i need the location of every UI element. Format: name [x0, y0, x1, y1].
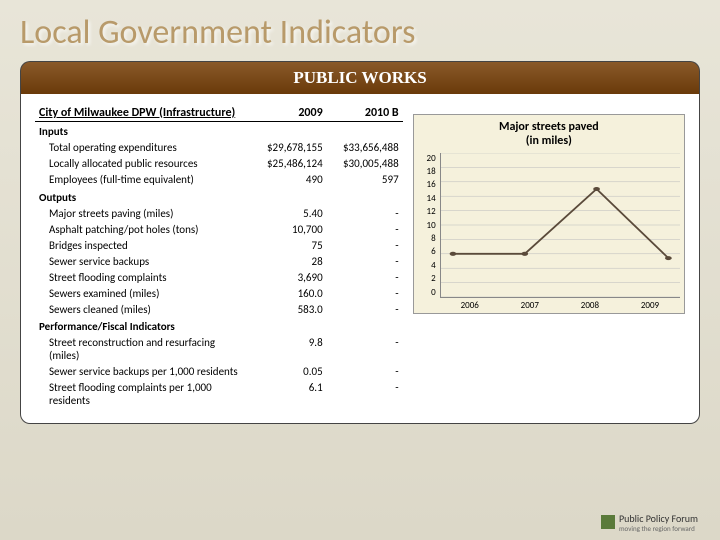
ytick-label: 18 — [418, 166, 436, 177]
section-banner: PUBLIC WORKS — [20, 61, 700, 94]
row-label: Total operating expenditures — [35, 140, 251, 156]
row-label: Locally allocated public resources — [35, 156, 251, 172]
row-value-1: 28 — [251, 253, 327, 269]
xtick-label: 2006 — [440, 300, 500, 311]
table-row: Sewers examined (miles)160.0- — [35, 285, 403, 301]
row-value-2: $33,656,488 — [327, 140, 403, 156]
row-label: Street flooding complaints per 1,000 res… — [35, 380, 251, 409]
table-row: Sewer service backups28- — [35, 253, 403, 269]
table-header-entity: City of Milwaukee DPW (Infrastructure) — [35, 104, 251, 122]
xtick-label: 2007 — [500, 300, 560, 311]
row-value-1: 160.0 — [251, 285, 327, 301]
logo-mark-icon — [601, 515, 615, 529]
footer-logo: Public Policy Forum moving the region fo… — [601, 512, 698, 532]
chart-title-line2: (in miles) — [526, 134, 572, 148]
row-value-1: 10,700 — [251, 221, 327, 237]
chart-container: Major streets paved (in miles) 201816141… — [413, 104, 685, 409]
row-value-2: - — [327, 237, 403, 253]
chart-title-line1: Major streets paved — [499, 120, 599, 134]
row-value-1: 583.0 — [251, 301, 327, 317]
ytick-label: 10 — [418, 220, 436, 231]
row-value-2: - — [327, 269, 403, 285]
ytick-label: 6 — [418, 246, 436, 257]
row-value-2: - — [327, 221, 403, 237]
chart-plot-area — [440, 153, 680, 298]
chart-xaxis: 2006200720082009 — [418, 300, 680, 311]
row-label: Asphalt patching/pot holes (tons) — [35, 221, 251, 237]
table-section-label: Performance/Fiscal Indicators — [35, 317, 403, 335]
row-value-2: - — [327, 253, 403, 269]
table-row: Sewers cleaned (miles)583.0- — [35, 301, 403, 317]
table-section-label: Outputs — [35, 188, 403, 206]
row-value-1: $29,678,155 — [251, 140, 327, 156]
ytick-label: 2 — [418, 273, 436, 284]
table-row: Employees (full-time equivalent)490597 — [35, 172, 403, 188]
table-row: Total operating expenditures$29,678,155$… — [35, 140, 403, 156]
row-value-2: - — [327, 285, 403, 301]
row-value-2: 597 — [327, 172, 403, 188]
row-value-1: 3,690 — [251, 269, 327, 285]
table-row: Sewer service backups per 1,000 resident… — [35, 364, 403, 380]
row-value-1: 5.40 — [251, 205, 327, 221]
row-value-1: 490 — [251, 172, 327, 188]
ytick-label: 16 — [418, 179, 436, 190]
chart-yaxis: 20181614121086420 — [418, 153, 440, 298]
row-value-2: - — [327, 301, 403, 317]
row-label: Sewer service backups per 1,000 resident… — [35, 364, 251, 380]
table-header-year1: 2009 — [251, 104, 327, 122]
table-section-label: Inputs — [35, 122, 403, 140]
row-value-2: $30,005,488 — [327, 156, 403, 172]
content-panel: City of Milwaukee DPW (Infrastructure) 2… — [20, 94, 700, 424]
row-value-1: $25,486,124 — [251, 156, 327, 172]
row-value-2: - — [327, 380, 403, 409]
table-row: Street flooding complaints3,690- — [35, 269, 403, 285]
ytick-label: 12 — [418, 206, 436, 217]
row-label: Sewers cleaned (miles) — [35, 301, 251, 317]
slide-title: Local Government Indicators — [20, 12, 700, 53]
table-row: Street flooding complaints per 1,000 res… — [35, 380, 403, 409]
row-value-1: 9.8 — [251, 335, 327, 364]
row-value-2: - — [327, 335, 403, 364]
table-row: Major streets paving (miles)5.40- — [35, 205, 403, 221]
table-header-year2: 2010 B — [327, 104, 403, 122]
footer-tagline: moving the region forward — [619, 525, 698, 532]
ytick-label: 14 — [418, 193, 436, 204]
row-label: Major streets paving (miles) — [35, 205, 251, 221]
line-chart: Major streets paved (in miles) 201816141… — [413, 114, 685, 314]
indicators-table: City of Milwaukee DPW (Infrastructure) 2… — [35, 104, 403, 409]
ytick-label: 8 — [418, 233, 436, 244]
row-value-2: - — [327, 364, 403, 380]
row-label: Sewers examined (miles) — [35, 285, 251, 301]
ytick-label: 4 — [418, 260, 436, 271]
xtick-label: 2009 — [620, 300, 680, 311]
row-label: Employees (full-time equivalent) — [35, 172, 251, 188]
table-row: Street reconstruction and resurfacing (m… — [35, 335, 403, 364]
xtick-label: 2008 — [560, 300, 620, 311]
row-value-2: - — [327, 205, 403, 221]
row-value-1: 6.1 — [251, 380, 327, 409]
ytick-label: 0 — [418, 287, 436, 298]
ytick-label: 20 — [418, 153, 436, 164]
row-label: Street flooding complaints — [35, 269, 251, 285]
row-label: Street reconstruction and resurfacing (m… — [35, 335, 251, 364]
row-value-1: 75 — [251, 237, 327, 253]
table-row: Bridges inspected75- — [35, 237, 403, 253]
row-value-1: 0.05 — [251, 364, 327, 380]
row-label: Sewer service backups — [35, 253, 251, 269]
table-row: Locally allocated public resources$25,48… — [35, 156, 403, 172]
chart-title: Major streets paved (in miles) — [418, 121, 680, 149]
table-row: Asphalt patching/pot holes (tons)10,700- — [35, 221, 403, 237]
row-label: Bridges inspected — [35, 237, 251, 253]
